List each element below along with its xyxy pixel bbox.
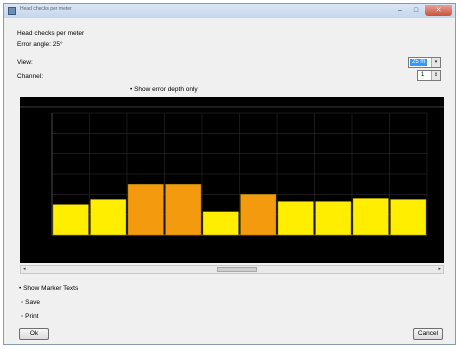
print-label: Print	[25, 313, 39, 320]
chart-bar	[52, 204, 89, 236]
save-radio[interactable]: ◦ Save	[21, 299, 40, 306]
view-select[interactable]: 25 m ▾	[408, 57, 441, 68]
radio-icon: •	[130, 86, 133, 93]
radio-icon: ◦	[21, 313, 24, 320]
chart-bar	[202, 211, 239, 236]
save-label: Save	[25, 299, 40, 306]
scrollbar-thumb[interactable]	[217, 267, 257, 272]
window-title: Head checks per meter	[20, 6, 72, 12]
view-select-value: 25 m	[410, 59, 428, 66]
title-bar[interactable]: Head checks per meter – □ ✕	[4, 4, 455, 18]
chart-bar	[315, 201, 352, 236]
app-icon	[8, 7, 16, 15]
chart-bar	[390, 199, 427, 236]
print-radio[interactable]: ◦ Print	[21, 313, 39, 320]
radio-icon: ◦	[21, 299, 24, 306]
show-error-depth-checkbox[interactable]: • Show error depth only	[130, 86, 198, 93]
channel-stepper-value: 1	[421, 72, 425, 78]
chart-bar	[240, 194, 277, 236]
close-button[interactable]: ✕	[425, 5, 452, 16]
bar-chart-svg	[20, 106, 444, 236]
chart-bar	[90, 199, 127, 236]
show-marker-texts-radio[interactable]: • Show Marker Texts	[19, 285, 78, 292]
channel-stepper[interactable]: 1 ⇕	[417, 70, 441, 81]
error-angle-text: Error angle: 25°	[17, 41, 63, 48]
bar-chart	[20, 97, 444, 263]
cancel-button[interactable]: Cancel	[413, 328, 443, 340]
horizontal-scrollbar[interactable]: ◂ ▸	[20, 265, 444, 274]
info-heading: Head checks per meter	[17, 30, 85, 37]
minimize-button[interactable]: –	[398, 7, 402, 14]
radio-selected-icon: •	[19, 285, 22, 292]
show-error-depth-label: Show error depth only	[134, 86, 198, 93]
view-label: View:	[17, 59, 33, 66]
channel-label: Channel:	[17, 73, 44, 80]
chart-bar	[127, 183, 164, 236]
chart-bar	[352, 198, 389, 236]
chart-bar	[277, 201, 314, 236]
scroll-right-icon[interactable]: ▸	[438, 266, 441, 272]
stepper-arrows-icon[interactable]: ⇕	[431, 71, 440, 80]
chevron-down-icon[interactable]: ▾	[431, 58, 440, 67]
chart-bar	[165, 183, 202, 236]
ok-button[interactable]: Ok	[19, 328, 49, 340]
maximize-button[interactable]: □	[413, 7, 419, 14]
scroll-left-icon[interactable]: ◂	[23, 266, 26, 272]
show-marker-texts-label: Show Marker Texts	[23, 285, 79, 292]
